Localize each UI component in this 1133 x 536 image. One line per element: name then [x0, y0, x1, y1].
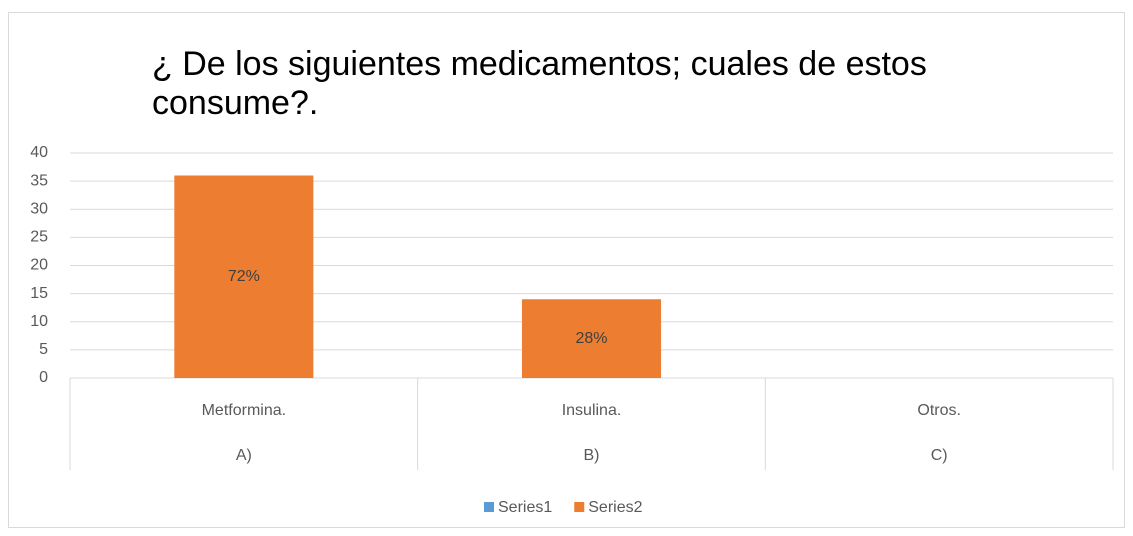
y-tick-label: 40: [30, 144, 48, 161]
legend-swatch: [484, 502, 494, 512]
y-tick-label: 5: [39, 341, 48, 358]
x-tick-label: Otros.: [917, 402, 961, 419]
y-tick-label: 30: [30, 200, 48, 217]
x-tick-label: Insulina.: [562, 402, 622, 419]
y-tick-label: 20: [30, 257, 48, 274]
y-tick-label: 35: [30, 172, 48, 189]
x-group-label: C): [931, 447, 948, 464]
bar: [521, 299, 662, 378]
x-group-label: B): [584, 447, 600, 464]
y-tick-label: 0: [39, 369, 48, 386]
data-label: 28%: [575, 330, 607, 347]
y-tick-label: 25: [30, 229, 48, 246]
bar: [174, 175, 314, 378]
y-tick-label: 15: [30, 285, 48, 302]
x-tick-label: Metformina.: [202, 402, 286, 419]
chart-title: ¿ De los siguientes medicamentos; cuales…: [152, 45, 927, 122]
y-tick-label: 10: [30, 313, 48, 330]
legend-label: Series1: [498, 499, 552, 516]
x-group-label: A): [236, 447, 252, 464]
legend-swatch: [574, 502, 585, 512]
data-label: 72%: [228, 268, 260, 285]
legend-label: Series2: [588, 499, 642, 516]
